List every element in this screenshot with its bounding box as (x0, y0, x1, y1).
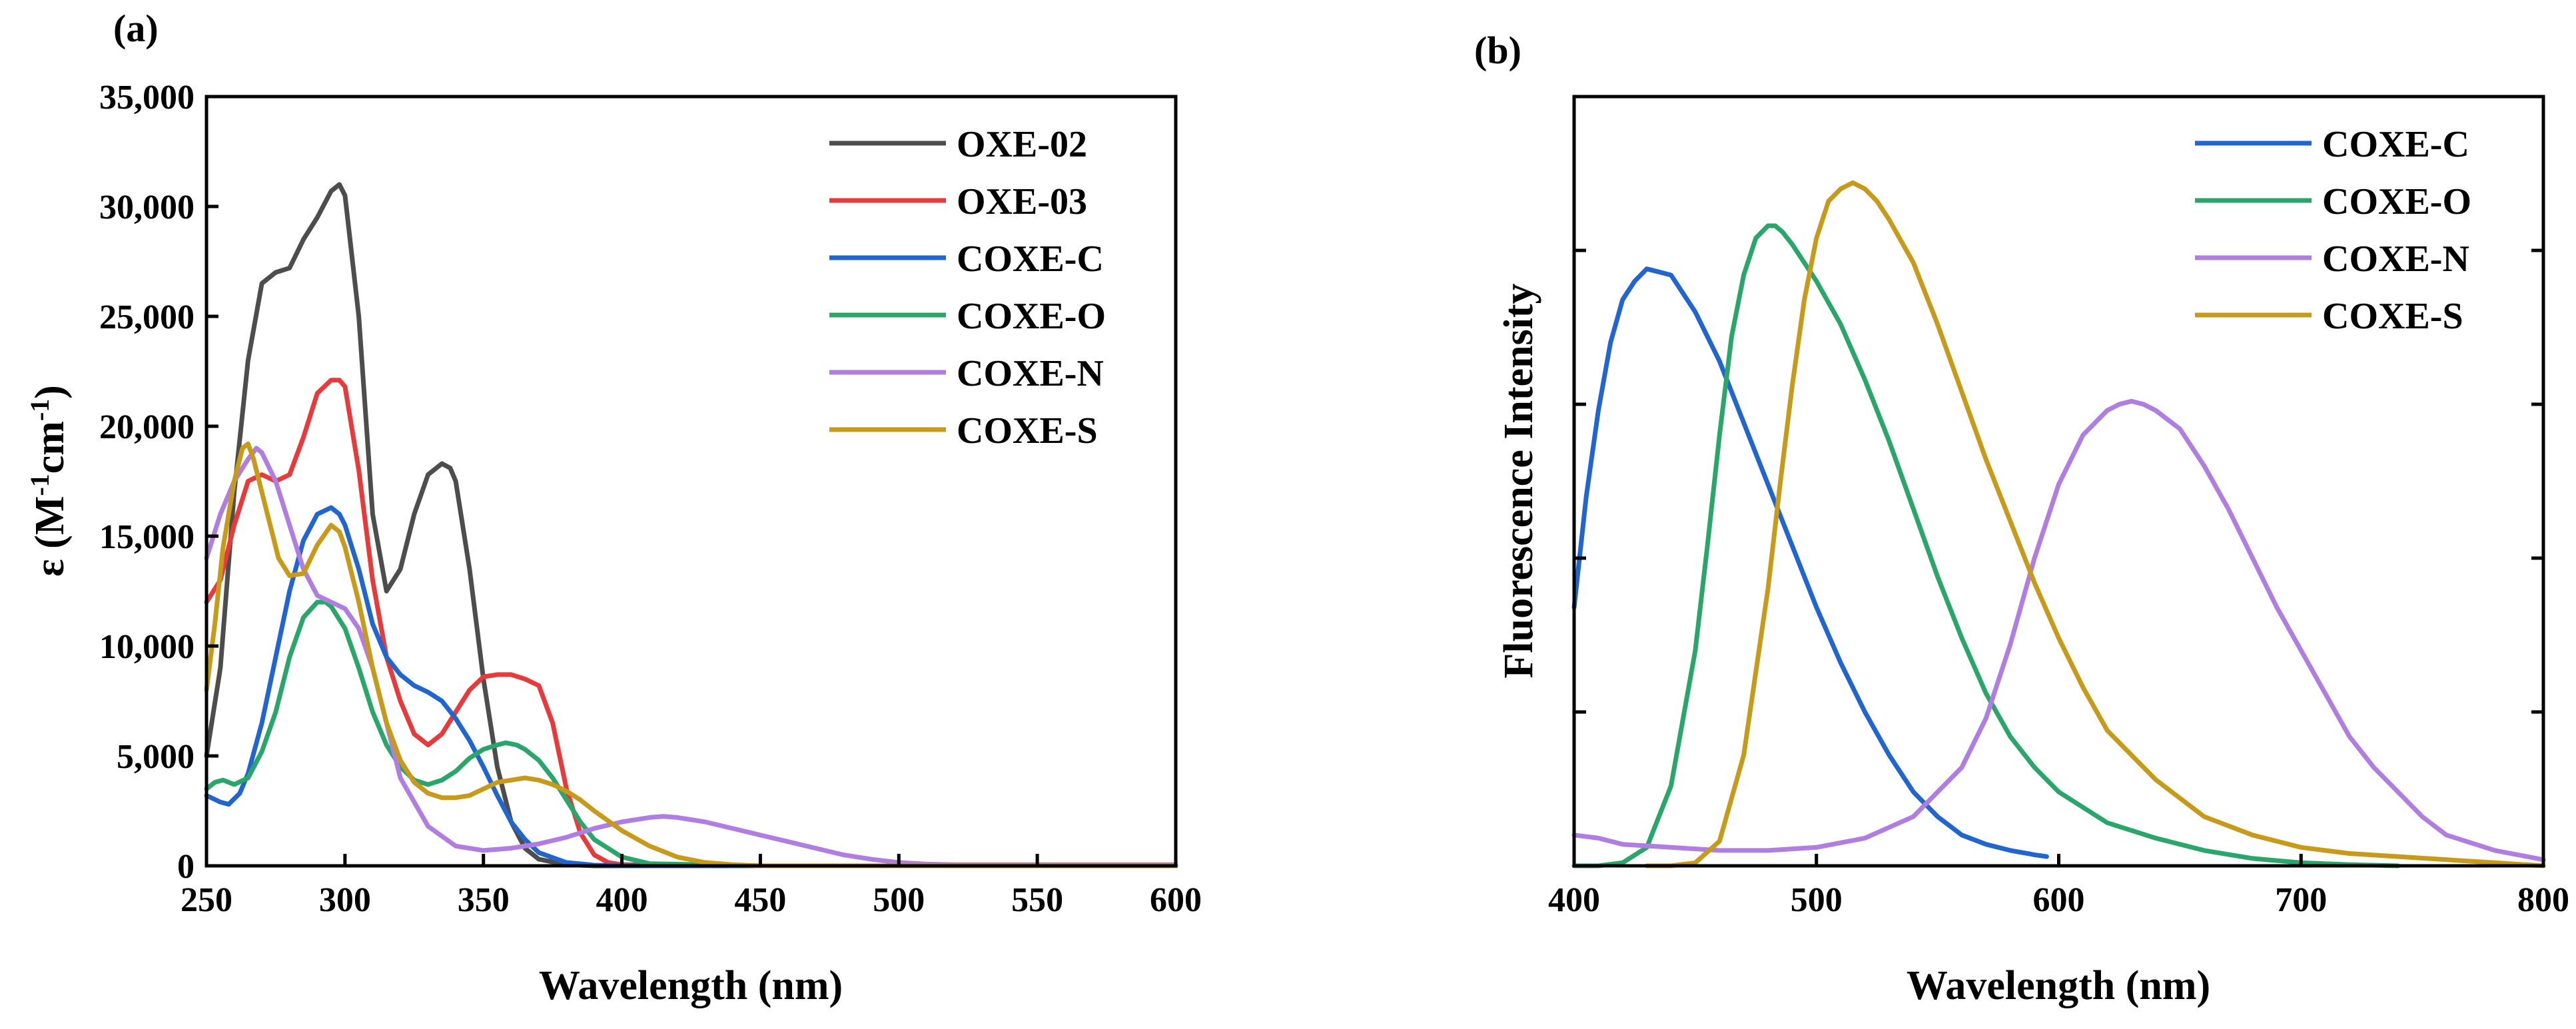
panel-a-series-oxe-02 (204, 182, 1178, 868)
panel-a-legend-label-oxe-03: OXE-03 (957, 181, 1087, 222)
panel-a-x-tick-label: 550 (1011, 881, 1063, 919)
panel-b-series-group (1571, 180, 2546, 868)
panel-a-x-tick-label: 450 (734, 881, 786, 919)
panel-b-x-tick-label: 400 (1548, 881, 1600, 919)
panel-a-series-coxe-o (204, 599, 1178, 868)
panel-a-series-coxe-s (204, 441, 1178, 868)
panel-b-series-coxe-n (1571, 398, 2546, 862)
panel-a-y-axis-title: ε (M-1cm-1) (25, 385, 73, 577)
panel-a-series-group (204, 182, 1178, 868)
panel-a-y-tick-label: 25,000 (99, 298, 195, 336)
panel-a-y-title-main: ε (M (27, 496, 73, 577)
panel-a-y-tick-label: 10,000 (99, 628, 195, 666)
panel-b-x-tick-label: 600 (2033, 881, 2085, 919)
panel-a-y-tick-label: 5,000 (117, 738, 195, 776)
panel-b-x-axis-title: Wavelength (nm) (1907, 963, 2210, 1008)
panel-a-legend-label-coxe-s: COXE-S (957, 410, 1098, 452)
panel-a-legend: OXE-02 OXE-03 COXE-C COXE-O COXE-N COXE-S (829, 124, 1106, 452)
panel-b-y-axis-title: Fluorescence Intensity (1496, 284, 1541, 679)
panel-a-x-tick-label: 250 (181, 881, 232, 919)
panel-a-x-tick-label: 350 (458, 881, 510, 919)
panel-b-y-ticks (1574, 248, 2543, 714)
panel-b-legend: COXE-C COXE-O COXE-N COXE-S (2195, 124, 2471, 337)
panel-b-legend-label-coxe-c: COXE-C (2322, 124, 2469, 165)
panel-a: (a) 250 300 350 400 450 500 550 600 0 5,000 10,00… (25, 7, 1202, 1008)
panel-a-y-tick-label: 20,000 (99, 408, 195, 446)
panel-a-series-oxe-03 (204, 378, 1178, 868)
panel-a-x-axis-title: Wavelength (nm) (539, 963, 843, 1008)
panel-a-x-tick-label: 400 (596, 881, 648, 919)
panel-b-legend-label-coxe-n: COXE-N (2322, 238, 2469, 280)
panel-a-label: (a) (113, 7, 159, 50)
panel-a-legend-label-coxe-o: COXE-O (957, 296, 1106, 337)
panel-a-y-title-end: ) (27, 385, 73, 399)
panel-a-frame (205, 95, 1178, 868)
panel-a-series-coxe-c (204, 505, 1178, 868)
panel-b-x-tick-label: 500 (1791, 881, 1843, 919)
panel-a-y-tick-label: 35,000 (99, 79, 195, 117)
panel-b-x-tick-label: 800 (2517, 881, 2569, 919)
panel-a-y-title-sup1: -1 (25, 474, 55, 496)
panel-a-legend-label-oxe-02: OXE-02 (957, 124, 1087, 165)
panel-b-x-ticks: 400 500 600 700 800 (1548, 854, 2569, 919)
panel-b-series-coxe-s (1644, 180, 2546, 868)
panel-b: (b) 400 500 600 700 800 Wavelength (nm) Fluo… (1474, 29, 2569, 1008)
panel-a-legend-label-coxe-n: COXE-N (957, 353, 1104, 394)
panel-a-y-title-sup2: -1 (25, 399, 55, 421)
panel-b-series-coxe-c (1571, 266, 2049, 859)
panel-b-series-coxe-o (1571, 223, 2401, 868)
panel-b-legend-label-coxe-o: COXE-O (2322, 181, 2471, 222)
panel-a-x-ticks: 250 300 350 400 450 500 550 600 (181, 854, 1202, 919)
panel-a-x-tick-label: 300 (319, 881, 371, 919)
panel-a-x-tick-label: 500 (873, 881, 925, 919)
panel-b-legend-label-coxe-s: COXE-S (2322, 296, 2463, 337)
panel-a-legend-label-coxe-c: COXE-C (957, 238, 1104, 280)
panel-a-y-tick-label: 30,000 (99, 188, 195, 226)
panel-a-x-tick-label: 600 (1150, 881, 1202, 919)
panel-a-y-tick-label: 15,000 (99, 518, 195, 556)
panel-a-y-tick-label: 0 (177, 848, 195, 886)
panel-a-y-title-mid: cm (27, 421, 73, 474)
panel-b-x-tick-label: 700 (2275, 881, 2327, 919)
panel-a-y-ticks: 0 5,000 10,000 15,000 20,000 25,000 30,000 35,0… (99, 79, 218, 886)
panel-a-series-coxe-n (204, 446, 1178, 867)
panel-b-label: (b) (1474, 29, 1521, 72)
